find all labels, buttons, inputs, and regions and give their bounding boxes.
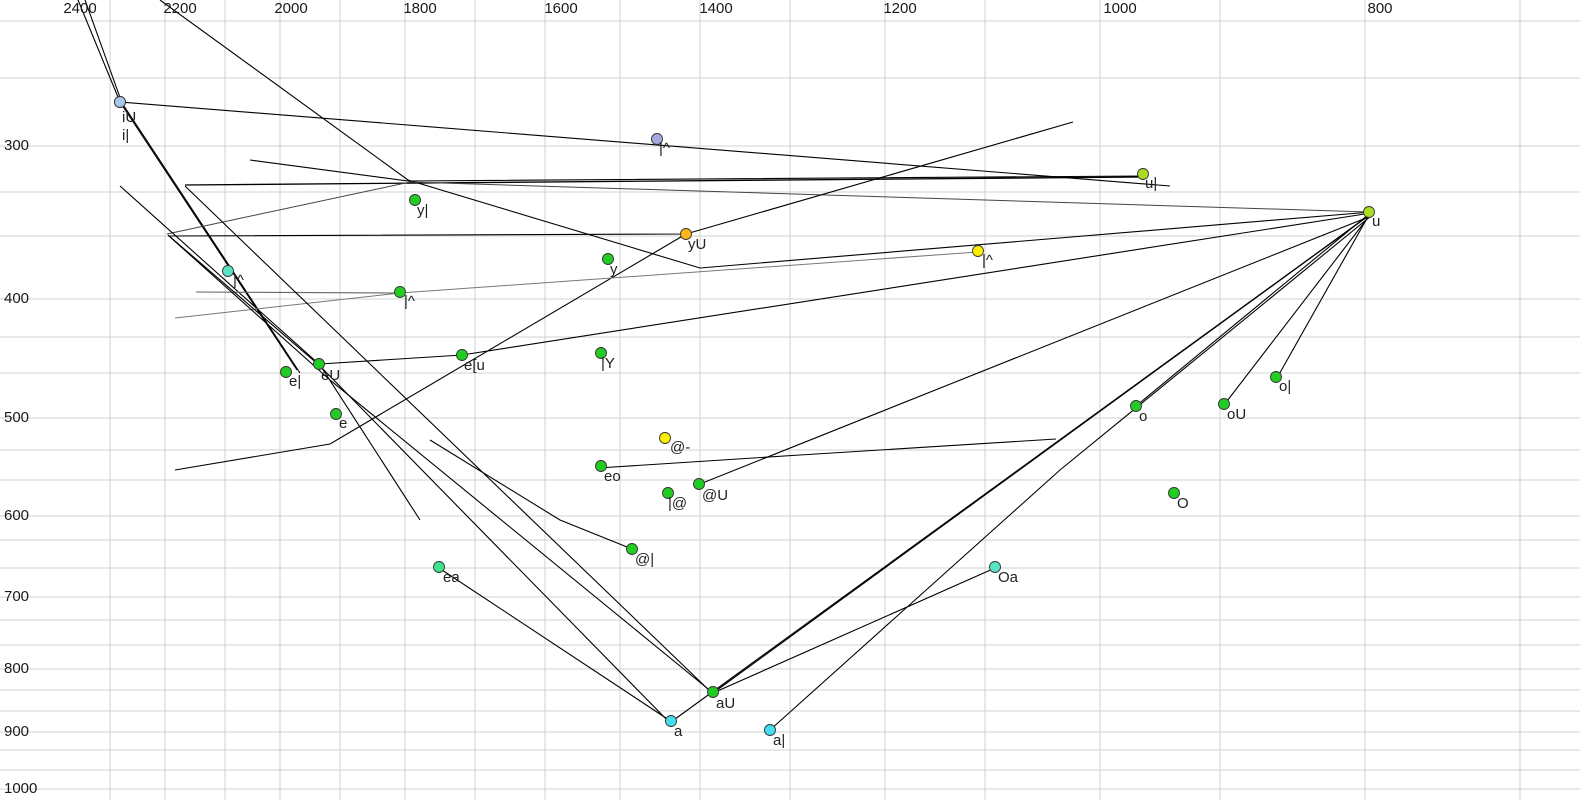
data-point[interactable] — [665, 715, 677, 727]
data-point[interactable] — [602, 253, 614, 265]
data-point[interactable] — [1168, 487, 1180, 499]
trajectory-line — [195, 291, 401, 294]
trajectory-line — [1135, 213, 1370, 407]
data-point[interactable] — [680, 228, 692, 240]
trajectory-line — [1223, 214, 1371, 406]
data-point[interactable] — [330, 408, 342, 420]
x-tick-label: 2200 — [163, 0, 197, 17]
trajectory-line — [249, 159, 1144, 182]
data-point[interactable] — [595, 347, 607, 359]
y-tick-label: 400 — [4, 290, 30, 307]
data-point[interactable] — [595, 460, 607, 472]
trajectory-line — [1276, 212, 1371, 379]
data-points — [114, 96, 1375, 736]
data-point[interactable] — [1137, 168, 1149, 180]
data-point[interactable] — [114, 96, 126, 108]
y-tick-label: 900 — [4, 723, 30, 740]
data-point[interactable] — [693, 478, 705, 490]
trajectory-line — [84, 0, 301, 374]
x-tick-label: 1200 — [883, 0, 917, 17]
trajectory-line — [699, 215, 1372, 485]
data-point[interactable] — [626, 543, 638, 555]
trajectory-line — [166, 181, 1369, 235]
data-point[interactable] — [764, 724, 776, 736]
x-tick-label: 1600 — [544, 0, 578, 17]
trajectory-line — [769, 215, 1372, 731]
trajectory-line — [597, 438, 1057, 469]
data-point[interactable] — [989, 561, 1001, 573]
data-point[interactable] — [707, 686, 719, 698]
trajectory-line — [438, 567, 673, 723]
x-tick-label: 1000 — [1103, 0, 1137, 17]
data-point[interactable] — [1270, 371, 1282, 383]
data-point[interactable] — [1363, 206, 1375, 218]
x-tick-label: 2400 — [63, 0, 97, 17]
trajectory-line — [159, 0, 1372, 269]
y-tick-label: 600 — [4, 507, 30, 524]
trajectory-line — [184, 176, 1144, 186]
x-tick-label: 2000 — [274, 0, 308, 17]
data-point[interactable] — [972, 245, 984, 257]
trajectory-line — [174, 251, 979, 319]
data-point[interactable] — [433, 561, 445, 573]
y-tick-label: 800 — [4, 660, 30, 677]
trajectory-line — [169, 236, 714, 694]
y-tick-label: 1000 — [4, 780, 38, 797]
y-tick-label: 300 — [4, 137, 30, 154]
data-point[interactable] — [394, 286, 406, 298]
x-tick-label: 1400 — [699, 0, 733, 17]
trajectory-line — [174, 233, 687, 471]
trajectory-line — [712, 567, 996, 694]
y-tick-label: 700 — [4, 588, 30, 605]
data-point[interactable] — [280, 366, 292, 378]
data-point[interactable] — [313, 358, 325, 370]
trajectory-line — [670, 215, 1369, 723]
data-point[interactable] — [1130, 400, 1142, 412]
data-point[interactable] — [456, 349, 468, 361]
x-tick-label: 800 — [1367, 0, 1393, 17]
data-point[interactable] — [222, 265, 234, 277]
data-point[interactable] — [659, 432, 671, 444]
data-point[interactable] — [662, 487, 674, 499]
y-tick-label: 500 — [4, 409, 30, 426]
data-point[interactable] — [1218, 398, 1230, 410]
trajectory-line — [429, 439, 633, 550]
trajectory-line — [184, 185, 714, 695]
trajectory-line — [167, 234, 671, 724]
trajectory-line — [119, 101, 1171, 187]
data-point[interactable] — [409, 194, 421, 206]
data-point[interactable] — [651, 133, 663, 145]
x-tick-label: 1800 — [403, 0, 437, 17]
